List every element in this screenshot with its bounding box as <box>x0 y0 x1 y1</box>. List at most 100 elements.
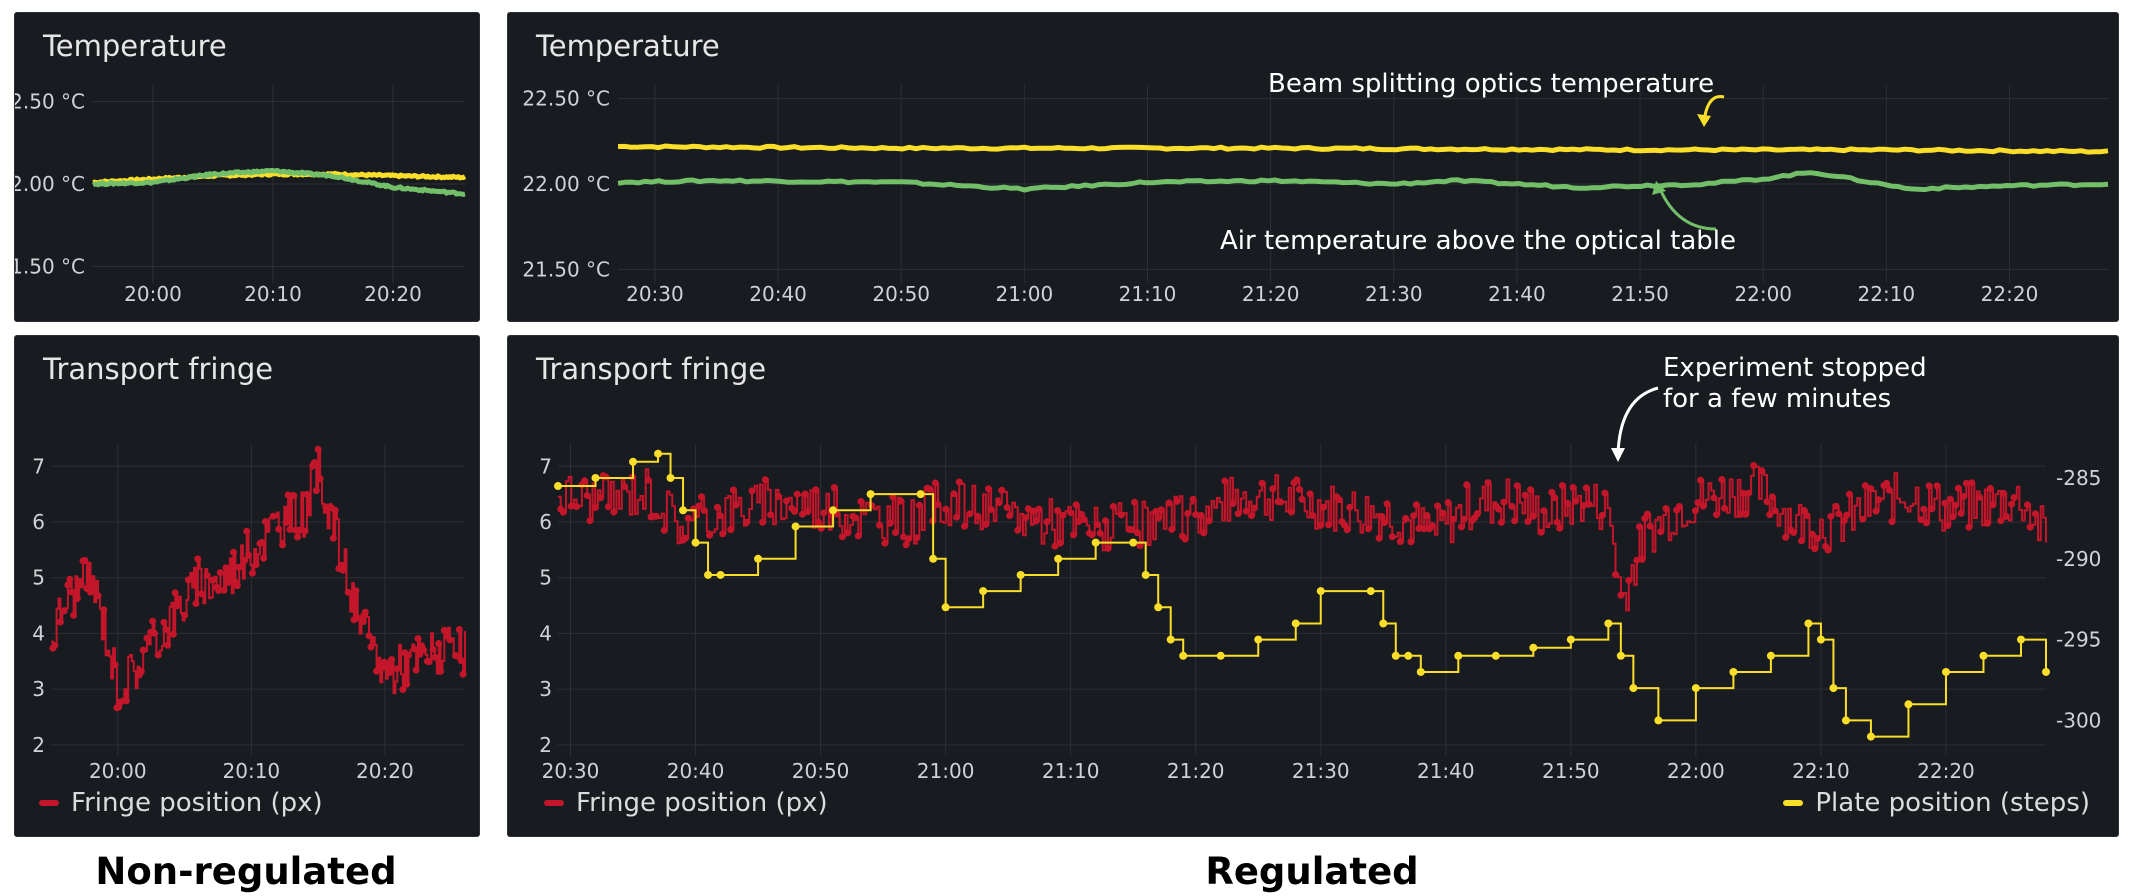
fringe-point <box>620 483 628 490</box>
fringe-point <box>1524 518 1532 525</box>
fringe-point <box>684 514 692 522</box>
fringe-point <box>2023 501 2031 509</box>
fringe-point <box>1758 467 1766 475</box>
plate-point <box>1416 667 1425 676</box>
fringe-point <box>1718 476 1726 483</box>
fringe-point <box>1497 518 1505 526</box>
fringe-point <box>1484 479 1492 487</box>
fringe-point <box>1460 515 1468 523</box>
fringe-point <box>1744 489 1752 497</box>
fringe-point <box>405 651 412 659</box>
fringe-point <box>1165 499 1173 507</box>
fringe-point <box>1859 515 1867 523</box>
fringe-point <box>1152 508 1160 515</box>
fringe-point <box>1782 533 1790 541</box>
plate-point <box>1816 635 1825 644</box>
plate-point <box>2016 635 2025 644</box>
fringe-point <box>820 509 828 517</box>
fringe-point <box>1721 504 1728 512</box>
fringe-point <box>1997 517 2005 525</box>
fringe-point <box>1941 499 1949 507</box>
panel-fringe-nonregulated: Transport fringe 2 3 4 5 6 7 20:00 20:10 20:20 F… <box>14 335 480 837</box>
fringe-point <box>801 490 809 498</box>
fringe-point <box>1088 531 1096 539</box>
fringe-point <box>1814 535 1821 542</box>
fringe-point <box>1965 523 1973 531</box>
x-tick-label: 22:10 <box>1858 282 1916 306</box>
fringe-point <box>1646 522 1654 530</box>
panel-title: Temperature <box>43 29 227 63</box>
fringe-point <box>1078 510 1085 518</box>
fringe-chart-nonregulated: 2 3 4 5 6 7 20:00 20:10 20:20 <box>32 444 467 783</box>
fringe-point <box>1811 545 1819 553</box>
fringe-point <box>1580 502 1588 510</box>
fringe-point <box>759 518 767 526</box>
fringe-point <box>1200 529 1208 537</box>
fringe-point <box>388 656 396 664</box>
fringe-point <box>252 561 260 569</box>
series-line-yellow <box>617 143 2109 155</box>
fringe-point <box>799 510 806 518</box>
caption-regulated: Regulated <box>1205 850 1419 893</box>
x-tick-label: 20:30 <box>542 759 600 783</box>
fringe-point <box>1335 496 1343 504</box>
legend-swatch-red <box>39 800 59 806</box>
fringe-point <box>215 587 222 594</box>
y-tick-label: 4 <box>539 621 552 645</box>
plate-point <box>1841 716 1850 725</box>
fringe-point <box>1564 499 1572 507</box>
x-tick-label: 21:50 <box>1542 759 1600 783</box>
fringe-point <box>455 626 463 633</box>
plate-point <box>941 603 950 612</box>
plate-point <box>1129 538 1138 547</box>
fringe-point <box>1569 484 1577 491</box>
fringe-point <box>1976 493 1984 501</box>
plate-point <box>754 554 763 563</box>
plate-point <box>654 449 663 458</box>
fringe-point <box>644 476 652 484</box>
fringe-point <box>1949 513 1957 521</box>
fringe-point <box>1601 489 1609 497</box>
plate-point <box>1216 651 1225 660</box>
x-tick-label: 20:40 <box>749 282 807 306</box>
plate-point <box>1729 667 1738 676</box>
fringe-point <box>1736 510 1744 518</box>
x-tick-label: 20:20 <box>356 759 414 783</box>
fringe-point <box>1434 502 1441 510</box>
fringe-point <box>1636 523 1643 531</box>
fringe-point <box>154 651 162 659</box>
fringe-point <box>682 534 689 542</box>
plate-point <box>1091 538 1100 547</box>
plate-point <box>1391 651 1400 660</box>
fringe-point <box>410 645 418 653</box>
fringe-point <box>793 490 801 498</box>
fringe-point <box>1277 498 1285 506</box>
fringe-point <box>1694 499 1702 507</box>
legend-fringe: Fringe position (px) <box>39 788 323 818</box>
fringe-point <box>361 608 369 616</box>
fringe-point <box>393 665 401 673</box>
fringe-point <box>1388 533 1396 541</box>
fringe-point <box>1269 485 1277 493</box>
fringe-point <box>814 518 822 526</box>
fringe-point <box>1439 509 1447 517</box>
air-annotation-arrowhead <box>1652 181 1666 195</box>
fringe-point <box>1428 522 1436 529</box>
fringe-point <box>892 529 899 536</box>
fringe-point <box>1396 538 1404 546</box>
fringe-point <box>982 520 990 528</box>
fringe-point <box>1883 479 1891 487</box>
fringe-point <box>314 445 322 453</box>
fringe-point <box>2031 510 2039 518</box>
plate-point <box>1154 603 1163 612</box>
plate-point <box>1316 587 1325 596</box>
fringe-point <box>1415 524 1423 532</box>
plate-point <box>929 554 938 563</box>
fringe-point <box>700 506 708 514</box>
fringe-point <box>64 581 72 589</box>
fringe-point <box>1699 502 1707 510</box>
fringe-point <box>1298 495 1306 503</box>
fringe-point <box>1790 529 1798 536</box>
x-tick-label: 21:20 <box>1242 282 1300 306</box>
fringe-point <box>1234 510 1242 518</box>
